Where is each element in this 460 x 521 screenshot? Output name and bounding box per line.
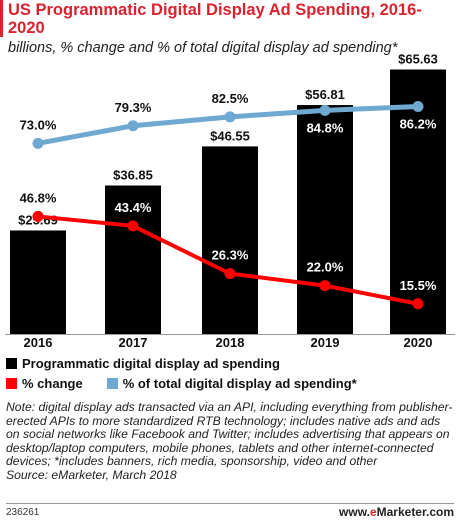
change-point-2016 — [32, 210, 44, 222]
change-point-2020 — [412, 298, 424, 310]
legend-swatch-spending — [6, 358, 17, 369]
x-tick-2018: 2018 — [216, 335, 245, 350]
legend-label-spending: Programmatic digital display ad spending — [22, 356, 280, 371]
bar-2017 — [105, 185, 161, 334]
share-point-2017 — [127, 120, 139, 132]
footer-divider — [6, 503, 454, 504]
x-tick-2017: 2017 — [119, 335, 148, 350]
brand-accent: e — [369, 505, 377, 519]
bar-label-2019: $56.81 — [305, 87, 345, 102]
legend-swatch-change — [6, 378, 17, 389]
change-label-2017: 43.4% — [115, 200, 152, 215]
bar-2016 — [10, 230, 66, 334]
title-accent-bar — [0, 0, 3, 37]
chart-area: $25.69$36.85$46.55$56.81$65.6373.0%79.3%… — [5, 52, 455, 350]
bar-2019 — [297, 105, 353, 335]
legend-label-change: % change — [22, 376, 83, 391]
source-text: Source: eMarketer, March 2018 — [6, 467, 177, 482]
note-text: Note: digital display ads transacted via… — [6, 400, 453, 469]
chart-id: 236261 — [6, 507, 40, 518]
brand-suffix: Marketer.com — [376, 505, 454, 519]
x-tick-2016: 2016 — [24, 335, 53, 350]
change-label-2019: 22.0% — [307, 260, 344, 275]
share-label-2020: 86.2% — [400, 117, 437, 132]
footnote: Note: digital display ads transacted via… — [6, 400, 456, 483]
share-point-2020 — [412, 101, 424, 113]
share-label-2017: 79.3% — [115, 100, 152, 115]
share-label-2018: 82.5% — [212, 91, 249, 106]
change-label-2016: 46.8% — [20, 190, 57, 205]
bar-2018 — [202, 146, 258, 334]
share-point-2019 — [319, 104, 331, 116]
bar-label-2020: $65.63 — [398, 52, 438, 67]
x-tick-2019: 2019 — [311, 335, 340, 350]
share-point-2016 — [32, 137, 44, 149]
bar-label-2017: $36.85 — [113, 167, 153, 182]
change-label-2018: 26.3% — [212, 248, 249, 263]
share-label-2019: 84.8% — [307, 120, 344, 135]
share-point-2018 — [224, 111, 236, 123]
chart-title: US Programmatic Digital Display Ad Spend… — [8, 1, 422, 37]
legend-swatch-share — [106, 378, 118, 389]
brand-logo: www.eMarketer.com — [339, 505, 454, 519]
bar-2020 — [390, 69, 446, 334]
change-point-2019 — [319, 280, 331, 292]
legend-row-2: % change % of total digital display ad s… — [6, 376, 357, 391]
chart-subtitle: billions, % change and % of total digita… — [8, 40, 398, 56]
share-label-2016: 73.0% — [20, 117, 57, 132]
change-point-2018 — [224, 268, 236, 280]
legend-label-share: % of total digital display ad spending* — [122, 376, 357, 391]
brand-prefix: www. — [339, 505, 370, 519]
bar-label-2018: $46.55 — [210, 128, 250, 143]
change-point-2017 — [127, 220, 139, 232]
x-tick-2020: 2020 — [404, 335, 433, 350]
legend-row-1: Programmatic digital display ad spending — [6, 356, 280, 371]
change-label-2020: 15.5% — [400, 278, 437, 293]
